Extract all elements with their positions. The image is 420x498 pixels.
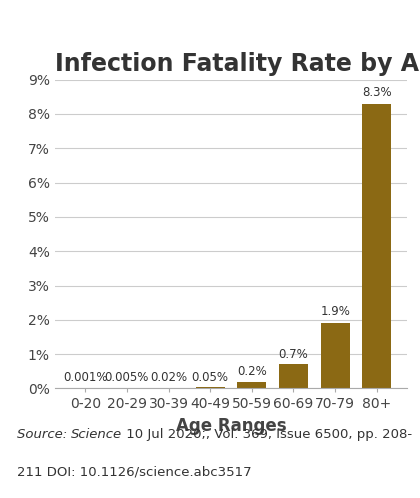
Text: 0.001%: 0.001% bbox=[63, 372, 108, 384]
Bar bbox=[237, 381, 266, 388]
Text: 0.05%: 0.05% bbox=[192, 372, 228, 384]
Bar bbox=[279, 365, 308, 388]
Text: 0.005%: 0.005% bbox=[105, 372, 149, 384]
Text: 1.9%: 1.9% bbox=[320, 305, 350, 318]
Text: Science: Science bbox=[71, 428, 122, 441]
Text: 0.2%: 0.2% bbox=[237, 365, 267, 378]
Bar bbox=[196, 387, 225, 388]
Text: Source:: Source: bbox=[17, 428, 71, 441]
Bar bbox=[320, 323, 350, 388]
X-axis label: Age Ranges: Age Ranges bbox=[176, 417, 286, 435]
Text: 0.7%: 0.7% bbox=[278, 348, 308, 361]
Bar bbox=[362, 104, 391, 388]
Text: Infection Fatality Rate by Age (%): Infection Fatality Rate by Age (%) bbox=[55, 52, 420, 76]
Text: 8.3%: 8.3% bbox=[362, 86, 391, 99]
Text: 10 Jul 2020;, Vol. 369, Issue 6500, pp. 208-: 10 Jul 2020;, Vol. 369, Issue 6500, pp. … bbox=[122, 428, 412, 441]
Text: 211 DOI: 10.1126/science.abc3517: 211 DOI: 10.1126/science.abc3517 bbox=[17, 465, 252, 478]
Text: 0.02%: 0.02% bbox=[150, 372, 187, 384]
